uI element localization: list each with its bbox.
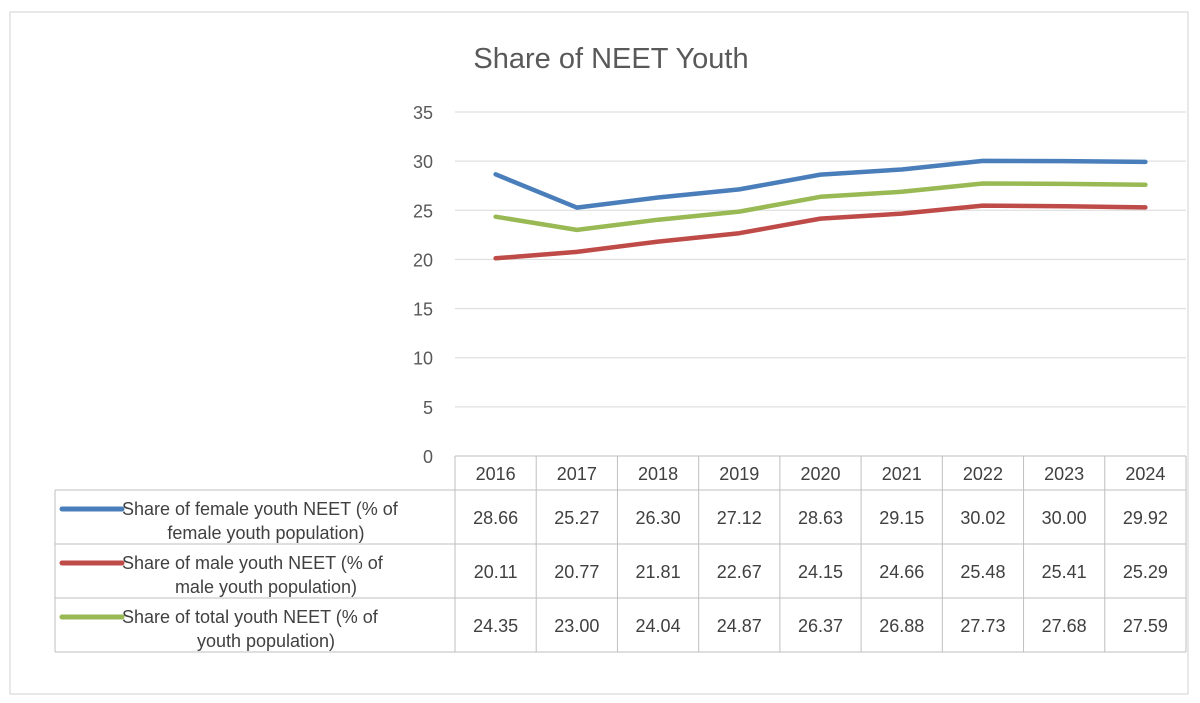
x-tick-label: 2021 [882, 464, 922, 484]
data-label: 25.29 [1123, 562, 1168, 582]
legend-label: Share of female youth NEET (% of female y… [122, 499, 399, 543]
y-tick-label: 35 [413, 103, 433, 123]
data-label: 23.00 [554, 616, 599, 636]
series-line [493, 181, 1148, 233]
data-label: 29.92 [1123, 508, 1168, 528]
legend-label-line: female youth population) [167, 523, 364, 543]
legend-label: Share of total youth NEET (% of youth pop… [122, 607, 379, 651]
x-tick-label: 2024 [1125, 464, 1165, 484]
y-tick-label: 15 [413, 300, 433, 320]
data-label: 20.77 [554, 562, 599, 582]
data-label: 27.73 [960, 616, 1005, 636]
data-label: 29.15 [879, 508, 924, 528]
data-label: 25.41 [1042, 562, 1087, 582]
x-tick-label: 2023 [1044, 464, 1084, 484]
y-tick-label: 0 [423, 447, 433, 467]
y-tick-label: 25 [413, 201, 433, 221]
y-tick-label: 10 [413, 349, 433, 369]
x-tick-label: 2019 [719, 464, 759, 484]
data-label: 21.81 [636, 562, 681, 582]
series-line [493, 203, 1148, 261]
x-tick-label: 2022 [963, 464, 1003, 484]
data-label: 25.27 [554, 508, 599, 528]
data-label: 24.87 [717, 616, 762, 636]
data-label: 24.04 [636, 616, 681, 636]
chart-title: Share of NEET Youth [473, 43, 748, 75]
series-line [493, 158, 1148, 210]
y-tick-label: 20 [413, 250, 433, 270]
x-tick-label: 2017 [557, 464, 597, 484]
y-tick-label: 5 [423, 398, 433, 418]
data-label: 22.67 [717, 562, 762, 582]
data-label: 26.30 [636, 508, 681, 528]
series-lines [493, 158, 1148, 261]
data-label: 24.35 [473, 616, 518, 636]
data-label: 28.63 [798, 508, 843, 528]
y-axis: 0 5 10 15 20 25 30 35 [413, 103, 433, 467]
data-label: 26.88 [879, 616, 924, 636]
legend-label: Share of male youth NEET (% of male youth… [122, 553, 384, 597]
data-label: 20.11 [474, 562, 518, 582]
data-label: 27.68 [1042, 616, 1087, 636]
y-tick-label: 30 [413, 152, 433, 172]
data-label: 30.02 [960, 508, 1005, 528]
x-tick-label: 2018 [638, 464, 678, 484]
legend-label-line: male youth population) [175, 577, 357, 597]
data-label: 27.59 [1123, 616, 1168, 636]
legend-label-line: youth population) [197, 631, 335, 651]
data-label: 24.15 [798, 562, 843, 582]
data-label: 24.66 [879, 562, 924, 582]
data-label: 30.00 [1042, 508, 1087, 528]
legend-label-line: Share of male youth NEET (% of [122, 553, 384, 573]
data-label: 27.12 [717, 508, 762, 528]
x-tick-label: 2020 [800, 464, 840, 484]
data-label: 26.37 [798, 616, 843, 636]
legend-label-line: Share of female youth NEET (% of [122, 499, 399, 519]
legend-label-line: Share of total youth NEET (% of [122, 607, 379, 627]
data-label: 28.66 [473, 508, 518, 528]
x-tick-label: 2016 [476, 464, 516, 484]
data-table: 2016 2017 2018 2019 2020 2021 2022 2023 2024 Shar… [54, 455, 1187, 653]
data-label: 25.48 [960, 562, 1005, 582]
chart-border [9, 11, 1189, 695]
